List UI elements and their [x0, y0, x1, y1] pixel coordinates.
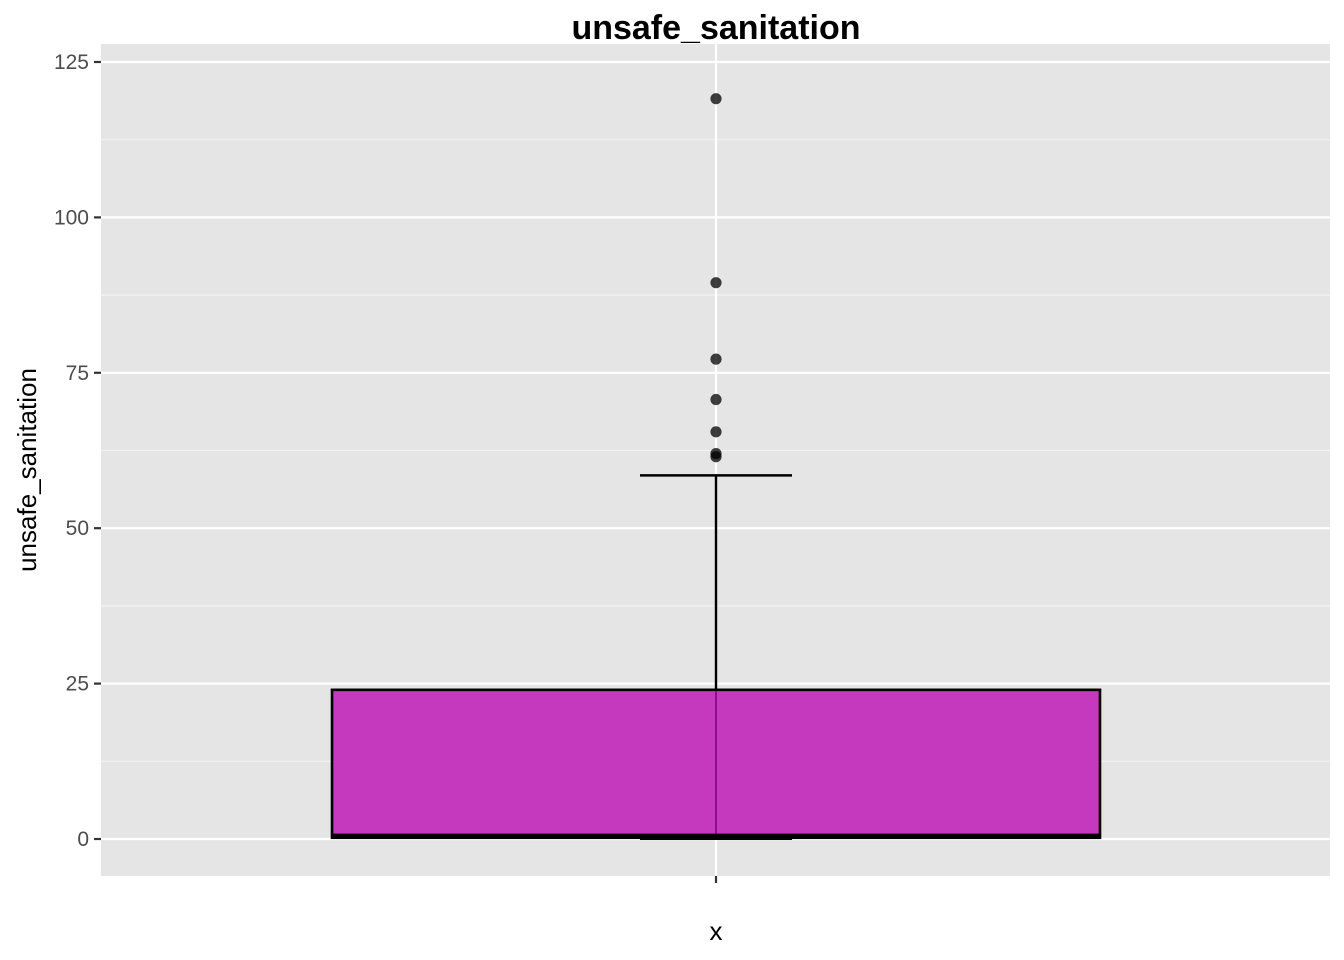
y-tick-label: 50 — [66, 517, 89, 540]
y-tick-label: 125 — [54, 51, 89, 74]
y-axis-title: unsafe_sanitation — [12, 368, 42, 572]
y-tick-label: 100 — [54, 206, 89, 229]
outlier-point — [710, 448, 722, 460]
y-tick-label: 25 — [66, 673, 89, 696]
outlier-point — [710, 93, 722, 105]
y-tick-label: 75 — [66, 362, 89, 385]
outlier-point — [710, 353, 722, 365]
x-axis-title: x — [710, 916, 723, 946]
outlier-point — [710, 277, 722, 289]
y-axis: 0 25 50 75 100 125 — [54, 51, 101, 851]
y-tick-label: 0 — [77, 828, 89, 851]
outlier-point — [710, 426, 722, 438]
chart-title: unsafe_sanitation — [571, 9, 860, 47]
chart-marks — [330, 93, 1102, 840]
outlier-point — [710, 393, 722, 406]
